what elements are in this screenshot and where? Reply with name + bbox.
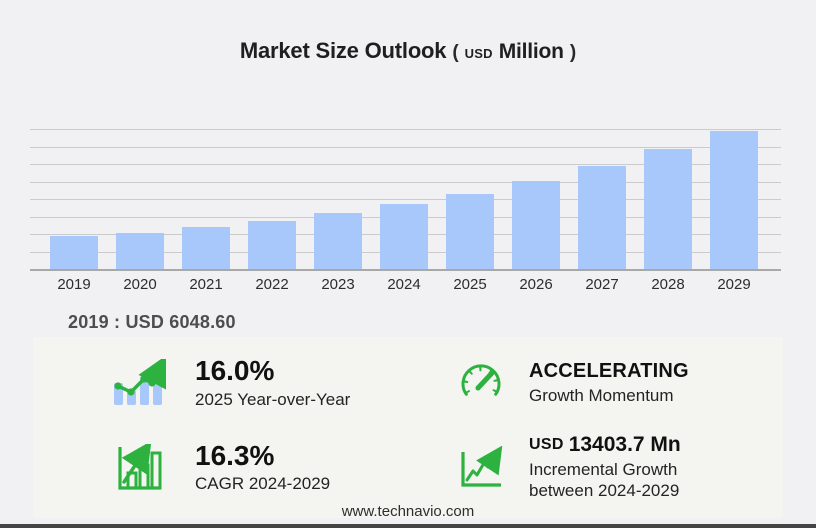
incremental-growth-value: USD 13403.7 Mn — [529, 432, 681, 456]
bar-2019 — [50, 235, 98, 269]
x-axis-label-2023: 2023 — [321, 276, 355, 293]
bar-2023 — [314, 212, 362, 269]
incremental-growth-currency: USD — [529, 435, 564, 453]
incremental-growth-label: Incremental Growth between 2024-2029 — [529, 460, 680, 501]
bar-2026 — [512, 181, 560, 269]
gridline — [30, 199, 781, 200]
stat-cagr: 16.3% CAGR 2024-2029 — [99, 426, 449, 511]
gridline — [30, 164, 781, 165]
bar-2027 — [578, 166, 626, 269]
stats-panel: 16.0% 2025 Year-over-Year ACCELERATING G… — [33, 337, 783, 518]
bar-2024 — [380, 203, 428, 269]
speedometer-icon — [449, 361, 513, 405]
gridline — [30, 181, 781, 183]
bar-2025 — [446, 193, 494, 269]
website-link[interactable]: www.technavio.com — [341, 503, 475, 520]
bar-2029 — [710, 130, 758, 269]
x-axis-label-2019: 2019 — [57, 276, 91, 293]
line-graph-arrow-icon — [449, 445, 513, 490]
x-axis-label-2025: 2025 — [453, 276, 487, 293]
page-title: Market Size Outlook ( USD Million ) — [0, 38, 816, 64]
incremental-growth-amount: 13403.7 Mn — [568, 432, 681, 456]
bar-chart-trend-icon — [99, 359, 179, 407]
yoy-growth-label: 2025 Year-over-Year — [195, 389, 351, 409]
bar-2021 — [182, 226, 230, 269]
bar-series — [30, 129, 781, 269]
x-axis-label-2027: 2027 — [585, 276, 619, 293]
bar-2028 — [644, 149, 692, 269]
bottom-strip — [0, 524, 816, 528]
x-axis-label-2021: 2021 — [189, 276, 223, 293]
title-unit: Million — [498, 40, 564, 63]
title-close-paren: ) — [569, 42, 577, 63]
gridline — [30, 146, 781, 148]
stat-yoy-growth: 16.0% 2025 Year-over-Year — [99, 341, 449, 426]
stat-growth-momentum: ACCELERATING Growth Momentum — [449, 341, 773, 426]
chart-plot-area — [30, 129, 781, 271]
growth-momentum-label: Growth Momentum — [529, 385, 674, 405]
cagr-label: CAGR 2024-2029 — [195, 474, 331, 494]
growth-momentum-value: ACCELERATING — [529, 359, 689, 382]
title-currency: USD — [464, 46, 493, 61]
x-axis-label-2022: 2022 — [255, 276, 289, 293]
x-axis-line — [30, 269, 781, 271]
base-year-value: 2019 : USD 6048.60 — [68, 312, 236, 332]
x-axis-label-2024: 2024 — [387, 276, 421, 293]
title-open-paren: ( — [452, 42, 459, 63]
stat-incremental-growth: USD 13403.7 Mn Incremental Growth between … — [449, 426, 773, 511]
x-axis-label-2028: 2028 — [651, 276, 685, 293]
x-axis-label-2029: 2029 — [717, 276, 751, 293]
bar-2020 — [116, 233, 164, 269]
gridline — [30, 129, 781, 130]
title-main: Market Size Outlook — [239, 38, 447, 63]
x-axis-label-2020: 2020 — [123, 276, 157, 293]
cagr-value: 16.3% — [195, 439, 275, 471]
x-axis-label-2026: 2026 — [519, 276, 553, 293]
yoy-growth-value: 16.0% — [195, 355, 275, 387]
x-axis-labels: 2019 2020 2021 2022 2023 2024 2025 2026 2027 2028… — [30, 276, 781, 293]
growth-bars-arrow-icon — [99, 443, 179, 492]
market-size-bar-chart: 2019 2020 2021 2022 2023 2024 2025 2026 2027 2028… — [30, 129, 781, 295]
bar-2022 — [248, 220, 296, 269]
